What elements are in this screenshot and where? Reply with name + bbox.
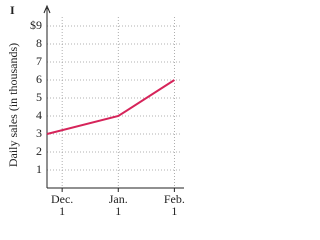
y-tick-label: 4 [36, 108, 42, 122]
y-tick-label: 8 [36, 36, 42, 50]
x-tick-label: Jan. 1 [108, 192, 128, 218]
annotation: I [10, 3, 15, 17]
x-tick-label: Feb. 1 [163, 192, 185, 218]
y-tick-label: 3 [36, 126, 42, 140]
y-tick-label: 2 [36, 144, 42, 158]
y-tick-label: 1 [36, 162, 42, 176]
y-axis-arrow [43, 4, 51, 14]
x-tick-label: Dec. 1 [50, 192, 74, 218]
y-tick-label: 7 [36, 54, 42, 68]
y-tick-label: 6 [36, 72, 42, 86]
data-line [46, 79, 175, 135]
y-tick-label: 5 [36, 90, 42, 104]
chart-wrap: I Daily sales (in thousands) 1 2 3 4 5 6 7 8 $9 … [6, 3, 185, 218]
y-tick-label: $9 [30, 18, 42, 32]
chart: I Daily sales (in thousands) 1 2 3 4 5 6 7 8 $9 [6, 3, 184, 192]
y-axis-label: Daily sales (in thousands) [6, 43, 20, 167]
